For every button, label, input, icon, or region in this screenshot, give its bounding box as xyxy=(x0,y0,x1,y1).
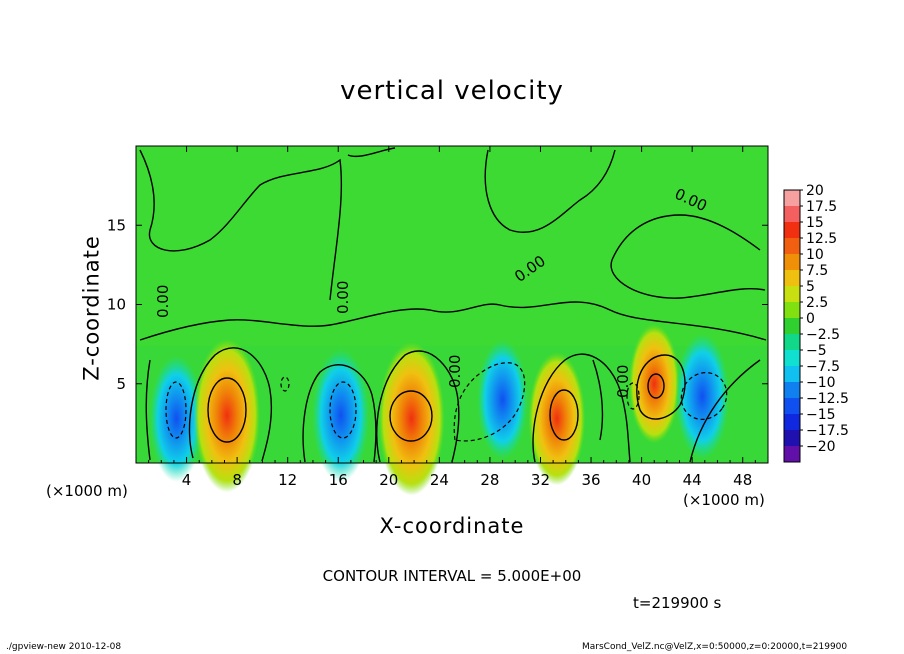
velocity-cells xyxy=(149,323,730,496)
colorbar-label: 7.5 xyxy=(806,263,828,279)
colorbar-label: −2.5 xyxy=(806,327,840,343)
colorbar-segment xyxy=(784,206,800,222)
contour-lines xyxy=(139,147,767,463)
downdraft-cell xyxy=(149,355,204,482)
colorbar-frame xyxy=(783,189,801,463)
colorbar-segment xyxy=(784,366,800,382)
colorbar-segment xyxy=(784,414,800,430)
colorbar-segment xyxy=(784,398,800,414)
updraft-cell xyxy=(378,341,445,496)
colorbar-label: 5 xyxy=(806,279,815,295)
colorbar-segment xyxy=(784,222,800,238)
colorbar-segment xyxy=(784,286,800,302)
downdraft-cell xyxy=(675,333,730,460)
x-tick-label: 32 xyxy=(531,471,550,489)
x-tick-label: 36 xyxy=(581,471,600,489)
colorbar-label: 2.5 xyxy=(806,295,828,311)
updraft-cell xyxy=(528,352,586,486)
x-axis-label: X-coordinate xyxy=(379,514,525,538)
x-tick-label: 24 xyxy=(430,471,449,489)
colorbar-label: −17.5 xyxy=(806,423,849,439)
x-unit-label-right: (×1000 m) xyxy=(683,491,765,509)
colorbar-segment xyxy=(784,318,800,334)
negative-contours xyxy=(165,362,728,442)
x-tick-label: 40 xyxy=(632,471,651,489)
y-tick-label: 10 xyxy=(107,296,126,314)
y-tick-label: 5 xyxy=(116,375,126,393)
colorbar-segment xyxy=(784,382,800,398)
x-tick-label: 12 xyxy=(278,471,297,489)
x-tick-label: 20 xyxy=(379,471,398,489)
contour-label: 0.00 xyxy=(614,365,632,398)
colorbar-label: −15 xyxy=(806,407,836,423)
colorbar-segment xyxy=(784,238,800,254)
colorbar-segment xyxy=(784,334,800,350)
downdraft-cell xyxy=(312,348,370,483)
time-text: t=219900 s xyxy=(633,594,722,612)
x-unit-label-left: (×1000 m) xyxy=(46,482,128,500)
colorbar-label: 20 xyxy=(806,183,824,199)
x-tick-label: 16 xyxy=(329,471,348,489)
colorbar-label: −5 xyxy=(806,343,827,359)
colorbar-label: −10 xyxy=(806,375,836,391)
colorbar-label: −12.5 xyxy=(806,391,849,407)
colorbar-label: −20 xyxy=(806,439,836,455)
updraft-cell xyxy=(193,338,261,493)
contour-label: 0.00 xyxy=(154,285,172,318)
x-tick-label: 48 xyxy=(733,471,752,489)
y-tick-label: 15 xyxy=(107,216,126,234)
colorbar-segment xyxy=(784,350,800,366)
x-tick-label: 4 xyxy=(182,471,192,489)
contour-label: 0.00 xyxy=(446,355,464,388)
colorbar-label: 15 xyxy=(806,215,824,231)
x-tick-label: 8 xyxy=(232,471,242,489)
colorbar-segment xyxy=(784,302,800,318)
colorbar-segment xyxy=(784,446,800,462)
colorbar-segment xyxy=(784,430,800,446)
x-tick-label: 28 xyxy=(480,471,499,489)
colorbar: 2017.51512.5107.552.50−2.5−5−7.5−10−12.5… xyxy=(783,183,849,463)
colorbar-segment xyxy=(784,270,800,286)
contour-label: 0.00 xyxy=(334,281,352,314)
colorbar-segment xyxy=(784,190,800,206)
contour-interval-text: CONTOUR INTERVAL = 5.000E+00 xyxy=(322,567,582,585)
colorbar-label: −7.5 xyxy=(806,359,840,375)
footer-left-text: ./gpview-new 2010-12-08 xyxy=(6,642,122,652)
colorbar-label: 10 xyxy=(806,247,824,263)
footer-right-text: MarsCond_VelZ.nc@VelZ,x=0:50000,z=0:2000… xyxy=(582,642,848,652)
colorbar-label: 17.5 xyxy=(806,199,837,215)
colorbar-label: 0 xyxy=(806,311,815,327)
colorbar-label: 12.5 xyxy=(806,231,837,247)
colorbar-segment xyxy=(784,254,800,270)
x-tick-label: 44 xyxy=(683,471,702,489)
downdraft-cell xyxy=(477,339,528,460)
chart-title: vertical velocity xyxy=(340,76,564,106)
